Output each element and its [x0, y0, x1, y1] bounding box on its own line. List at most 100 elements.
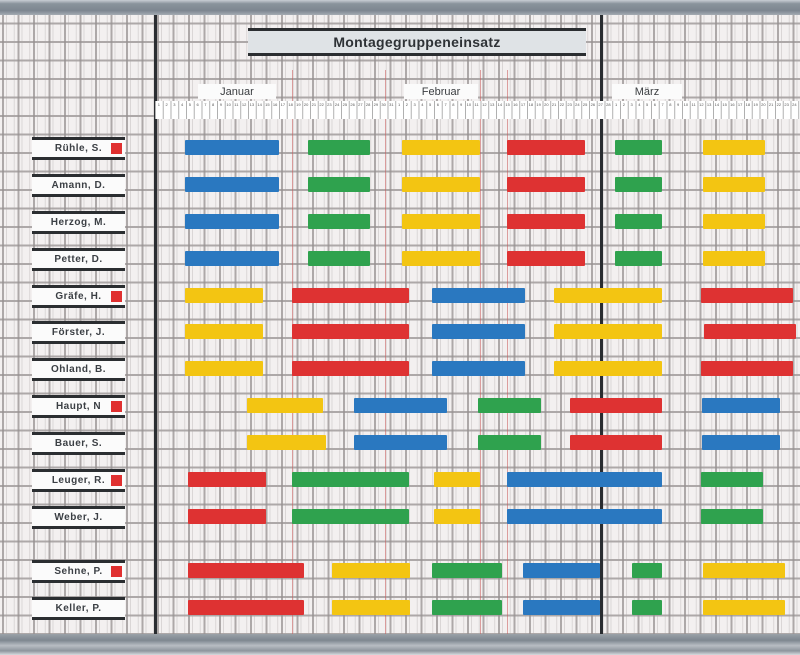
blue-assignment-magnet[interactable] — [702, 398, 780, 413]
red-flag-marker[interactable] — [111, 143, 122, 154]
green-assignment-magnet[interactable] — [432, 563, 502, 578]
yellow-assignment-magnet[interactable] — [703, 140, 765, 155]
red-assignment-magnet[interactable] — [292, 324, 409, 339]
green-assignment-magnet[interactable] — [308, 251, 370, 266]
blue-assignment-magnet[interactable] — [185, 140, 279, 155]
yellow-assignment-magnet[interactable] — [434, 509, 480, 524]
day-number: 22 — [559, 102, 565, 107]
employee-label[interactable]: Amann, D. — [32, 174, 125, 197]
yellow-assignment-magnet[interactable] — [402, 140, 480, 155]
green-assignment-magnet[interactable] — [292, 509, 409, 524]
green-assignment-magnet[interactable] — [701, 472, 763, 487]
green-assignment-magnet[interactable] — [615, 214, 662, 229]
blue-assignment-magnet[interactable] — [507, 472, 662, 487]
yellow-assignment-magnet[interactable] — [703, 600, 785, 615]
blue-assignment-magnet[interactable] — [523, 600, 600, 615]
yellow-assignment-magnet[interactable] — [703, 251, 765, 266]
day-number: 18 — [745, 102, 751, 107]
red-assignment-magnet[interactable] — [701, 288, 793, 303]
green-assignment-magnet[interactable] — [478, 435, 541, 450]
day-number: 6 — [653, 102, 656, 107]
blue-assignment-magnet[interactable] — [185, 177, 279, 192]
red-flag-marker[interactable] — [111, 566, 122, 577]
blue-assignment-magnet[interactable] — [702, 435, 780, 450]
red-assignment-magnet[interactable] — [507, 177, 585, 192]
day-number: 10 — [466, 102, 472, 107]
yellow-assignment-magnet[interactable] — [332, 600, 410, 615]
yellow-assignment-magnet[interactable] — [185, 324, 263, 339]
blue-assignment-magnet[interactable] — [523, 563, 600, 578]
yellow-assignment-magnet[interactable] — [247, 435, 326, 450]
blue-assignment-magnet[interactable] — [185, 251, 279, 266]
red-assignment-magnet[interactable] — [292, 288, 409, 303]
red-assignment-magnet[interactable] — [704, 324, 796, 339]
employee-label[interactable]: Petter, D. — [32, 248, 125, 271]
yellow-assignment-magnet[interactable] — [402, 214, 480, 229]
yellow-assignment-magnet[interactable] — [554, 288, 662, 303]
red-assignment-magnet[interactable] — [507, 140, 585, 155]
yellow-assignment-magnet[interactable] — [332, 563, 410, 578]
red-assignment-magnet[interactable] — [570, 398, 662, 413]
red-flag-marker[interactable] — [111, 291, 122, 302]
month-label: März — [612, 84, 682, 99]
blue-assignment-magnet[interactable] — [185, 214, 279, 229]
red-assignment-magnet[interactable] — [292, 361, 409, 376]
yellow-assignment-magnet[interactable] — [434, 472, 480, 487]
employee-label[interactable]: Gräfe, H. — [32, 285, 125, 308]
day-number: 19 — [536, 102, 541, 107]
green-assignment-magnet[interactable] — [478, 398, 541, 413]
day-number: 5 — [646, 102, 649, 107]
yellow-assignment-magnet[interactable] — [703, 214, 765, 229]
green-assignment-magnet[interactable] — [308, 140, 370, 155]
green-assignment-magnet[interactable] — [432, 600, 502, 615]
green-assignment-magnet[interactable] — [632, 563, 662, 578]
board-frame-bottom — [0, 634, 800, 655]
employee-label[interactable]: Sehne, P. — [32, 560, 125, 583]
yellow-assignment-magnet[interactable] — [402, 251, 480, 266]
red-assignment-magnet[interactable] — [188, 509, 266, 524]
blue-assignment-magnet[interactable] — [432, 288, 525, 303]
red-assignment-magnet[interactable] — [701, 361, 793, 376]
green-assignment-magnet[interactable] — [615, 251, 662, 266]
yellow-assignment-magnet[interactable] — [402, 177, 480, 192]
employee-label[interactable]: Herzog, M. — [32, 211, 125, 234]
employee-label[interactable]: Rühle, S. — [32, 137, 125, 160]
green-assignment-magnet[interactable] — [615, 140, 662, 155]
red-flag-marker[interactable] — [111, 401, 122, 412]
blue-assignment-magnet[interactable] — [354, 435, 447, 450]
employee-label[interactable]: Förster, J. — [32, 321, 125, 344]
yellow-assignment-magnet[interactable] — [554, 324, 662, 339]
yellow-assignment-magnet[interactable] — [703, 563, 785, 578]
green-assignment-magnet[interactable] — [308, 177, 370, 192]
yellow-assignment-magnet[interactable] — [703, 177, 765, 192]
red-assignment-magnet[interactable] — [507, 214, 585, 229]
green-assignment-magnet[interactable] — [632, 600, 662, 615]
employee-label[interactable]: Leuger, R. — [32, 469, 125, 492]
blue-assignment-magnet[interactable] — [432, 324, 525, 339]
green-assignment-magnet[interactable] — [701, 509, 763, 524]
yellow-assignment-magnet[interactable] — [185, 361, 263, 376]
red-flag-marker[interactable] — [111, 475, 122, 486]
day-number: 19 — [296, 102, 301, 107]
green-assignment-magnet[interactable] — [308, 214, 370, 229]
yellow-assignment-magnet[interactable] — [554, 361, 662, 376]
green-assignment-magnet[interactable] — [292, 472, 409, 487]
blue-assignment-magnet[interactable] — [432, 361, 525, 376]
blue-assignment-magnet[interactable] — [354, 398, 447, 413]
day-number: 27 — [358, 102, 363, 107]
red-assignment-magnet[interactable] — [188, 563, 304, 578]
employee-label[interactable]: Bauer, S. — [32, 432, 125, 455]
blue-assignment-magnet[interactable] — [507, 509, 662, 524]
employee-label[interactable]: Weber, J. — [32, 506, 125, 529]
day-number: 11 — [474, 102, 479, 107]
red-assignment-magnet[interactable] — [188, 600, 304, 615]
red-assignment-magnet[interactable] — [188, 472, 266, 487]
employee-label[interactable]: Keller, P. — [32, 597, 125, 620]
yellow-assignment-magnet[interactable] — [185, 288, 263, 303]
employee-label[interactable]: Ohland, B. — [32, 358, 125, 381]
employee-label[interactable]: Haupt, N — [32, 395, 125, 418]
red-assignment-magnet[interactable] — [507, 251, 585, 266]
yellow-assignment-magnet[interactable] — [247, 398, 323, 413]
red-assignment-magnet[interactable] — [570, 435, 662, 450]
green-assignment-magnet[interactable] — [615, 177, 662, 192]
